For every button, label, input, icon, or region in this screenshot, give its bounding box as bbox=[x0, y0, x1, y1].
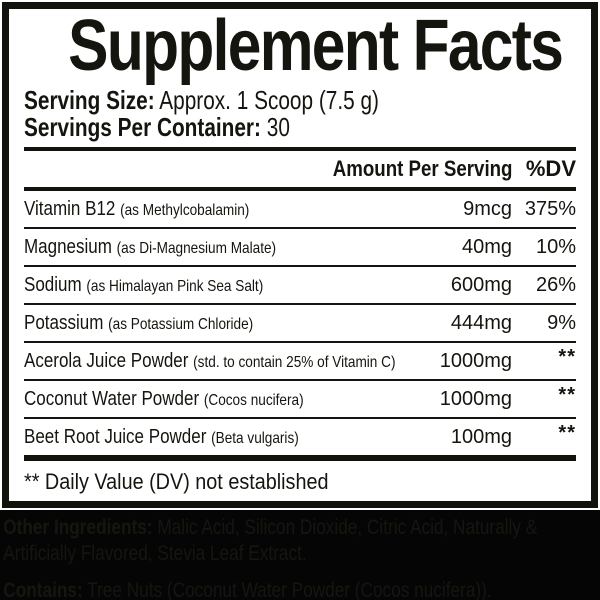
nutrient-name: Coconut Water Powder bbox=[24, 387, 200, 410]
other-ingredients-line: Other Ingredients: Malic Acid, Silicon D… bbox=[3, 515, 566, 567]
nutrient-name: Sodium bbox=[24, 273, 82, 296]
nutrient-row-vitamin-b12: Vitamin B12 (as Methylcobalamin) 9mcg 37… bbox=[24, 191, 576, 227]
row-divider bbox=[24, 265, 576, 267]
contains-label: Contains: bbox=[3, 579, 83, 600]
nutrient-amount: 600mg bbox=[450, 273, 512, 296]
nutrient-detail: (as Potassium Chloride) bbox=[108, 315, 254, 333]
nutrient-amount: 1000mg bbox=[439, 387, 512, 410]
amount-per-serving-header: Amount Per Serving bbox=[332, 156, 512, 181]
other-ingredients-label: Other Ingredients: bbox=[3, 516, 153, 539]
nutrient-dv: ** bbox=[558, 383, 576, 406]
nutrient-dv: 9% bbox=[547, 311, 576, 334]
supplement-facts-panel: Supplement Facts Serving Size: Approx. 1… bbox=[2, 2, 598, 508]
nutrient-row-coconut-water-powder: Coconut Water Powder (Cocos nucifera) 10… bbox=[24, 381, 576, 417]
nutrient-detail: (as Methylcobalamin) bbox=[120, 201, 250, 219]
nutrient-name: Magnesium bbox=[24, 235, 112, 258]
nutrient-row-beet-root-juice-powder: Beet Root Juice Powder (Beta vulgaris) 1… bbox=[24, 419, 576, 455]
nutrient-dv: ** bbox=[558, 421, 576, 444]
nutrient-name: Vitamin B12 bbox=[24, 197, 116, 220]
nutrient-detail: (Beta vulgaris) bbox=[211, 429, 299, 447]
other-ingredients-text: Malic Acid, Silicon Dioxide, Citric Acid… bbox=[3, 516, 538, 565]
servings-per-container-line: Servings Per Container: 30 bbox=[24, 114, 466, 141]
contains-text: Tree Nuts (Coconut Water Powder (Cocos n… bbox=[87, 579, 492, 600]
row-divider bbox=[24, 379, 576, 381]
serving-size-label: Serving Size: bbox=[24, 85, 155, 115]
row-divider bbox=[24, 417, 576, 419]
row-divider bbox=[24, 303, 576, 305]
table-header-row: Amount Per Serving %DV bbox=[24, 151, 576, 187]
nutrient-amount: 100mg bbox=[450, 425, 512, 448]
nutrient-name: Acerola Juice Powder bbox=[24, 349, 189, 372]
nutrient-amount: 9mcg bbox=[463, 197, 512, 220]
serving-info: Serving Size: Approx. 1 Scoop (7.5 g) Se… bbox=[24, 87, 466, 141]
servings-per-container-label: Servings Per Container: bbox=[24, 112, 261, 142]
row-divider bbox=[24, 227, 576, 229]
contains-line: Contains: Tree Nuts (Coconut Water Powde… bbox=[3, 578, 566, 600]
nutrient-name: Potassium bbox=[24, 311, 104, 334]
servings-per-container-value: 30 bbox=[266, 112, 290, 142]
serving-size-value: Approx. 1 Scoop (7.5 g) bbox=[159, 85, 379, 115]
nutrient-row-sodium: Sodium (as Himalayan Pink Sea Salt) 600m… bbox=[24, 267, 576, 303]
serving-size-line: Serving Size: Approx. 1 Scoop (7.5 g) bbox=[24, 87, 466, 114]
nutrient-row-acerola-juice-powder: Acerola Juice Powder (std. to contain 25… bbox=[24, 343, 576, 379]
other-ingredients-section: Other Ingredients: Malic Acid, Silicon D… bbox=[0, 510, 600, 600]
nutrient-row-magnesium: Magnesium (as Di-Magnesium Malate) 40mg … bbox=[24, 229, 576, 265]
nutrient-amount: 1000mg bbox=[439, 349, 512, 372]
nutrient-dv: 375% bbox=[524, 197, 576, 220]
nutrient-row-potassium: Potassium (as Potassium Chloride) 444mg … bbox=[24, 305, 576, 341]
dv-header: %DV bbox=[525, 156, 576, 181]
nutrient-detail: (as Himalayan Pink Sea Salt) bbox=[86, 277, 264, 295]
nutrient-amount: 40mg bbox=[461, 235, 512, 258]
nutrient-amount: 444mg bbox=[450, 311, 512, 334]
nutrient-dv: ** bbox=[558, 345, 576, 368]
nutrient-dv: 10% bbox=[535, 235, 576, 258]
footnote-rule bbox=[24, 455, 576, 461]
nutrient-detail: (Cocos nucifera) bbox=[203, 391, 304, 409]
nutrient-dv: 26% bbox=[535, 273, 576, 296]
nutrient-detail: (as Di-Magnesium Malate) bbox=[116, 239, 277, 257]
panel-title: Supplement Facts bbox=[68, 6, 564, 86]
nutrient-detail: (std. to contain 25% of Vitamin C) bbox=[193, 353, 396, 371]
nutrient-name: Beet Root Juice Powder bbox=[24, 425, 207, 448]
header-rule-bottom bbox=[24, 187, 576, 191]
dv-footnote: ** Daily Value (DV) not established bbox=[24, 469, 329, 494]
header-rule-top bbox=[24, 147, 576, 151]
row-divider bbox=[24, 341, 576, 343]
